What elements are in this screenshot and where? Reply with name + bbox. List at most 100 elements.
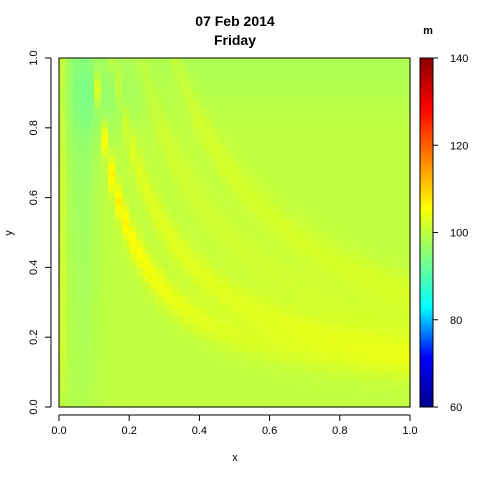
heatmap-cell	[311, 218, 320, 227]
heatmap-cell	[241, 358, 250, 366]
heatmap-cell	[395, 169, 404, 178]
heatmap-cell	[339, 372, 348, 380]
heatmap-cell	[283, 400, 292, 408]
heatmap-cell	[213, 141, 222, 150]
heatmap-cell	[227, 155, 236, 164]
heatmap-cell	[213, 337, 222, 345]
heatmap-cell	[339, 169, 348, 178]
heatmap-cell	[115, 386, 123, 394]
heatmap-cell	[290, 337, 299, 345]
heatmap-cell	[73, 218, 81, 227]
heatmap-cell	[94, 127, 102, 136]
heatmap-cell	[395, 99, 404, 108]
heatmap-cell	[262, 351, 271, 359]
heatmap-cell	[178, 190, 186, 199]
heatmap-cell	[381, 288, 390, 296]
heatmap-cell	[66, 400, 74, 408]
heatmap-cell	[241, 71, 250, 80]
heatmap-cell	[129, 211, 137, 220]
heatmap-cell	[101, 197, 109, 206]
heatmap-cell	[122, 134, 130, 143]
heatmap-cell	[395, 246, 404, 255]
heatmap-cell	[87, 295, 95, 303]
heatmap-cell	[283, 386, 292, 394]
heatmap-cell	[66, 78, 74, 87]
heatmap-cell	[171, 365, 179, 373]
heatmap-cell	[206, 246, 215, 255]
heatmap-cell	[360, 316, 369, 324]
heatmap-cell	[332, 267, 341, 275]
heatmap-cell	[346, 295, 355, 303]
heatmap-cell	[94, 120, 102, 129]
heatmap-cell	[94, 351, 102, 359]
heatmap-cell	[346, 169, 355, 178]
heatmap-cell	[80, 155, 88, 164]
heatmap-cell	[108, 246, 116, 255]
heatmap-cell	[59, 344, 67, 352]
heatmap-cell	[388, 106, 397, 115]
heatmap-cell	[234, 232, 243, 241]
heatmap-cell	[80, 302, 88, 310]
heatmap-cell	[374, 64, 383, 73]
heatmap-cell	[402, 197, 411, 206]
heatmap-cell	[367, 358, 376, 366]
heatmap-cell	[339, 239, 348, 248]
heatmap-cell	[136, 316, 144, 324]
heatmap-cell	[283, 351, 292, 359]
heatmap-cell	[374, 393, 383, 401]
heatmap-cell	[185, 64, 193, 73]
heatmap-cell	[220, 281, 229, 289]
heatmap-cell	[346, 246, 355, 255]
heatmap-cell	[346, 337, 355, 345]
heatmap-cell	[283, 393, 292, 401]
heatmap-cell	[234, 288, 243, 296]
heatmap-cell	[185, 288, 193, 296]
heatmap-cell	[73, 64, 81, 73]
heatmap-cell	[234, 99, 243, 108]
heatmap-cell	[157, 162, 165, 171]
heatmap-cell	[395, 204, 404, 213]
heatmap-cell	[262, 85, 271, 94]
heatmap-cell	[129, 64, 137, 73]
heatmap-cell	[311, 92, 320, 101]
heatmap-cell	[290, 85, 299, 94]
heatmap-cell	[332, 281, 341, 289]
heatmap-cell	[206, 169, 215, 178]
heatmap-cell	[136, 197, 144, 206]
heatmap-cell	[185, 232, 193, 241]
heatmap-cell	[255, 337, 264, 345]
heatmap-cell	[374, 288, 383, 296]
heatmap-cell	[402, 141, 411, 150]
heatmap-cell	[339, 218, 348, 227]
heatmap-cell	[213, 225, 222, 234]
heatmap-cell	[192, 386, 200, 394]
heatmap-cell	[318, 64, 327, 73]
heatmap-cell	[297, 169, 306, 178]
heatmap-cell	[381, 92, 390, 101]
heatmap-cell	[87, 246, 95, 255]
heatmap-cell	[395, 92, 404, 101]
heatmap-cell	[136, 281, 144, 289]
heatmap-cell	[262, 253, 271, 262]
heatmap-cell	[220, 134, 229, 143]
heatmap-cell	[150, 267, 158, 275]
heatmap-cell	[59, 183, 67, 192]
heatmap-cell	[150, 211, 158, 220]
heatmap-cell	[297, 218, 306, 227]
heatmap-cell	[374, 253, 383, 262]
heatmap-cell	[241, 323, 250, 331]
heatmap-cell	[178, 351, 186, 359]
heatmap-cell	[150, 92, 158, 101]
heatmap-cell	[269, 120, 278, 129]
heatmap-cell	[339, 85, 348, 94]
heatmap-cell	[157, 85, 165, 94]
heatmap-cell	[367, 85, 376, 94]
heatmap-cell	[94, 71, 102, 80]
heatmap-cell	[318, 162, 327, 171]
heatmap-cell	[157, 274, 165, 282]
heatmap-cell	[227, 351, 236, 359]
heatmap-cell	[129, 85, 137, 94]
heatmap-cell	[353, 204, 362, 213]
heatmap-cell	[367, 71, 376, 80]
heatmap-cell	[241, 127, 250, 136]
